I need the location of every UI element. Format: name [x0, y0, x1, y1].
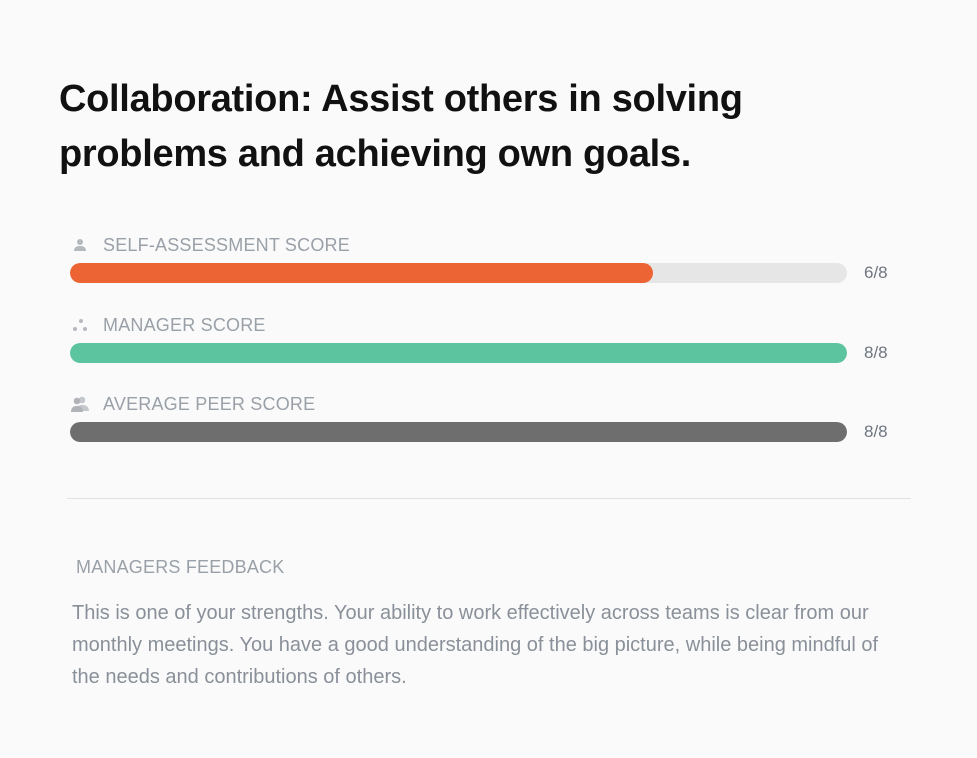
- person-icon: [70, 238, 90, 252]
- score-bar: [70, 343, 847, 363]
- manager-dots-icon: [70, 318, 90, 332]
- score-bar-fill: [70, 263, 653, 283]
- feedback-text: This is one of your strengths. Your abil…: [72, 602, 879, 688]
- score-bar: [70, 422, 847, 442]
- score-label: SELF-ASSESSMENT SCORE: [103, 234, 350, 255]
- peers-icon: [70, 396, 90, 412]
- self-assessment-score: SELF-ASSESSMENT SCORE 6/8: [70, 234, 900, 283]
- competency-title: Collaboration: Assist others in solving …: [59, 78, 743, 175]
- score-label: AVERAGE PEER SCORE: [103, 393, 316, 414]
- score-value: 8/8: [864, 422, 888, 441]
- feedback-label: MANAGERS FEEDBACK: [76, 557, 285, 577]
- score-label: MANAGER SCORE: [103, 314, 266, 335]
- score-bar-fill: [70, 343, 847, 363]
- manager-score: MANAGER SCORE 8/8: [70, 314, 900, 363]
- average-peer-score: AVERAGE PEER SCORE 8/8: [70, 393, 900, 442]
- score-value: 8/8: [864, 343, 888, 362]
- score-bar-fill: [70, 422, 847, 442]
- score-value: 6/8: [864, 263, 888, 282]
- score-bar: [70, 263, 847, 283]
- divider: [67, 498, 911, 499]
